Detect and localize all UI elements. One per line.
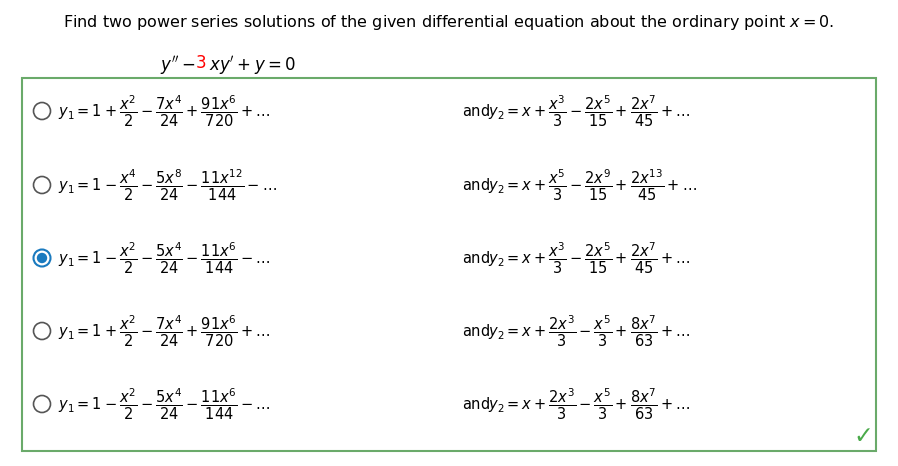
Circle shape — [33, 103, 50, 119]
Text: $y_1 = 1 + \dfrac{x^2}{2} - \dfrac{7x^4}{24} + \dfrac{91x^6}{720} + \ldots$: $y_1 = 1 + \dfrac{x^2}{2} - \dfrac{7x^4}… — [58, 314, 270, 349]
Circle shape — [33, 396, 50, 412]
Text: $y_2 = x + \dfrac{x^5}{3} - \dfrac{2x^9}{15} + \dfrac{2x^{13}}{45} + \ldots$: $y_2 = x + \dfrac{x^5}{3} - \dfrac{2x^9}… — [488, 168, 697, 203]
Circle shape — [33, 177, 50, 193]
Text: $y_1 = 1 - \dfrac{x^2}{2} - \dfrac{5x^4}{24} - \dfrac{11x^6}{144} - \ldots$: $y_1 = 1 - \dfrac{x^2}{2} - \dfrac{5x^4}… — [58, 241, 270, 276]
Circle shape — [33, 322, 50, 340]
Text: $\mathrm{and}$: $\mathrm{and}$ — [462, 396, 490, 412]
Text: $y_2 = x + \dfrac{2x^3}{3} - \dfrac{x^5}{3} + \dfrac{8x^7}{63} + \ldots$: $y_2 = x + \dfrac{2x^3}{3} - \dfrac{x^5}… — [488, 387, 691, 422]
Text: $y_2 = x + \dfrac{x^3}{3} - \dfrac{2x^5}{15} + \dfrac{2x^7}{45} + \ldots$: $y_2 = x + \dfrac{x^3}{3} - \dfrac{2x^5}… — [488, 94, 691, 129]
Text: $y'' - $: $y'' - $ — [160, 54, 195, 77]
Text: $y_2 = x + \dfrac{x^3}{3} - \dfrac{2x^5}{15} + \dfrac{2x^7}{45} + \ldots$: $y_2 = x + \dfrac{x^3}{3} - \dfrac{2x^5}… — [488, 241, 691, 276]
Text: $\mathrm{and}$: $\mathrm{and}$ — [462, 177, 490, 193]
Text: $y_1 = 1 - \dfrac{x^2}{2} - \dfrac{5x^4}{24} - \dfrac{11x^6}{144} - \ldots$: $y_1 = 1 - \dfrac{x^2}{2} - \dfrac{5x^4}… — [58, 387, 270, 422]
FancyBboxPatch shape — [22, 78, 876, 451]
Text: $y_1 = 1 + \dfrac{x^2}{2} - \dfrac{7x^4}{24} + \dfrac{91x^6}{720} + \ldots$: $y_1 = 1 + \dfrac{x^2}{2} - \dfrac{7x^4}… — [58, 94, 270, 129]
Text: $xy' + y = 0$: $xy' + y = 0$ — [209, 54, 296, 77]
Circle shape — [33, 249, 50, 267]
Text: $\mathrm{and}$: $\mathrm{and}$ — [462, 323, 490, 339]
Circle shape — [37, 253, 48, 263]
Text: $3$: $3$ — [195, 54, 207, 72]
Text: Find two power series solutions of the given differential equation about the ord: Find two power series solutions of the g… — [64, 13, 834, 32]
Text: $\checkmark$: $\checkmark$ — [853, 422, 871, 446]
Text: $y_1 = 1 - \dfrac{x^4}{2} - \dfrac{5x^8}{24} - \dfrac{11x^{12}}{144} - \ldots$: $y_1 = 1 - \dfrac{x^4}{2} - \dfrac{5x^8}… — [58, 168, 277, 203]
Text: $\mathrm{and}$: $\mathrm{and}$ — [462, 103, 490, 119]
Text: $y_2 = x + \dfrac{2x^3}{3} - \dfrac{x^5}{3} + \dfrac{8x^7}{63} + \ldots$: $y_2 = x + \dfrac{2x^3}{3} - \dfrac{x^5}… — [488, 314, 691, 349]
Text: $\mathrm{and}$: $\mathrm{and}$ — [462, 250, 490, 266]
